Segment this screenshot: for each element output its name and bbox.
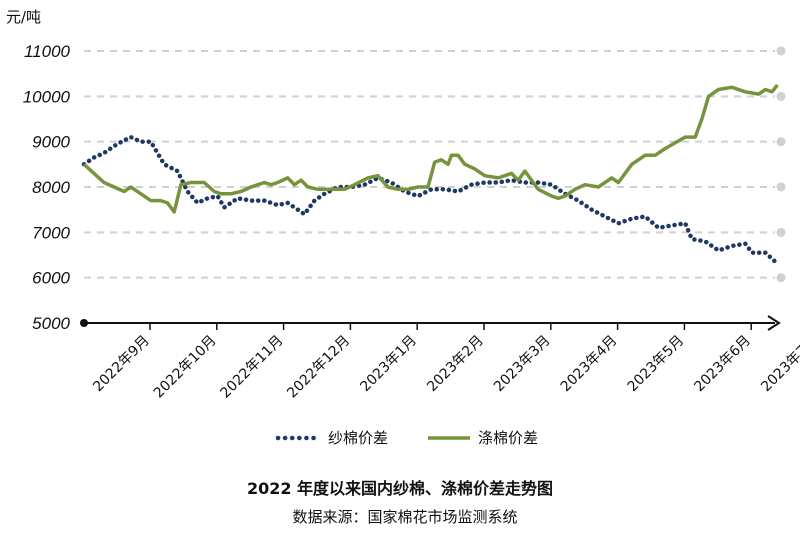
series-line-yarn-cotton <box>81 134 778 265</box>
grid-line-end-dot <box>776 182 786 192</box>
grid-line-end-dot <box>776 227 786 237</box>
y-tick-label: 10000 <box>23 87 71 106</box>
y-tick-label: 5000 <box>32 314 70 333</box>
x-tick-label: 2022年11月 <box>218 333 287 402</box>
legend-label: 涤棉价差 <box>478 429 538 447</box>
x-tick-label: 2023年4月 <box>558 333 621 396</box>
axis-origin-dot <box>80 319 88 327</box>
y-tick-label: 8000 <box>32 178 70 197</box>
y-axis-unit-label: 元/吨 <box>6 8 41 26</box>
x-tick-label: 2023年2月 <box>424 333 487 396</box>
x-axis-arrow <box>767 315 781 331</box>
series-line-polyester-cotton <box>82 83 779 214</box>
data-source-note: 数据来源：国家棉花市场监测系统 <box>292 508 517 526</box>
chart-title: 2022 年度以来国内纱棉、涤棉价差走势图 <box>247 479 553 498</box>
grid-lines <box>84 46 786 283</box>
grid-line-end-dot <box>776 46 786 56</box>
series-layer <box>81 83 779 265</box>
x-tick-label: 2023年7月 <box>758 333 800 396</box>
legend-label: 纱棉价差 <box>328 429 388 447</box>
x-tick-label: 2022年10月 <box>151 333 220 402</box>
legend: 纱棉价差 涤棉价差 <box>275 429 538 447</box>
grid-line-end-dot <box>776 273 786 283</box>
y-tick-label: 7000 <box>32 223 70 242</box>
x-tick-label: 2023年1月 <box>357 333 420 396</box>
grid-line-end-dot <box>776 91 786 101</box>
x-tick-label: 2023年5月 <box>625 333 688 396</box>
x-tick-label: 2022年12月 <box>284 333 353 402</box>
grid-line-end-dot <box>776 137 786 147</box>
y-axis-ticks: 5000 6000 7000 8000 9000 10000 11000 <box>23 42 71 333</box>
y-tick-label: 11000 <box>24 42 71 61</box>
x-tick-label: 2023年3月 <box>491 333 554 396</box>
x-tick-label: 2022年9月 <box>90 333 153 396</box>
y-tick-label: 9000 <box>32 133 70 152</box>
y-tick-label: 6000 <box>32 269 70 288</box>
x-tick-label: 2023年6月 <box>691 333 754 396</box>
